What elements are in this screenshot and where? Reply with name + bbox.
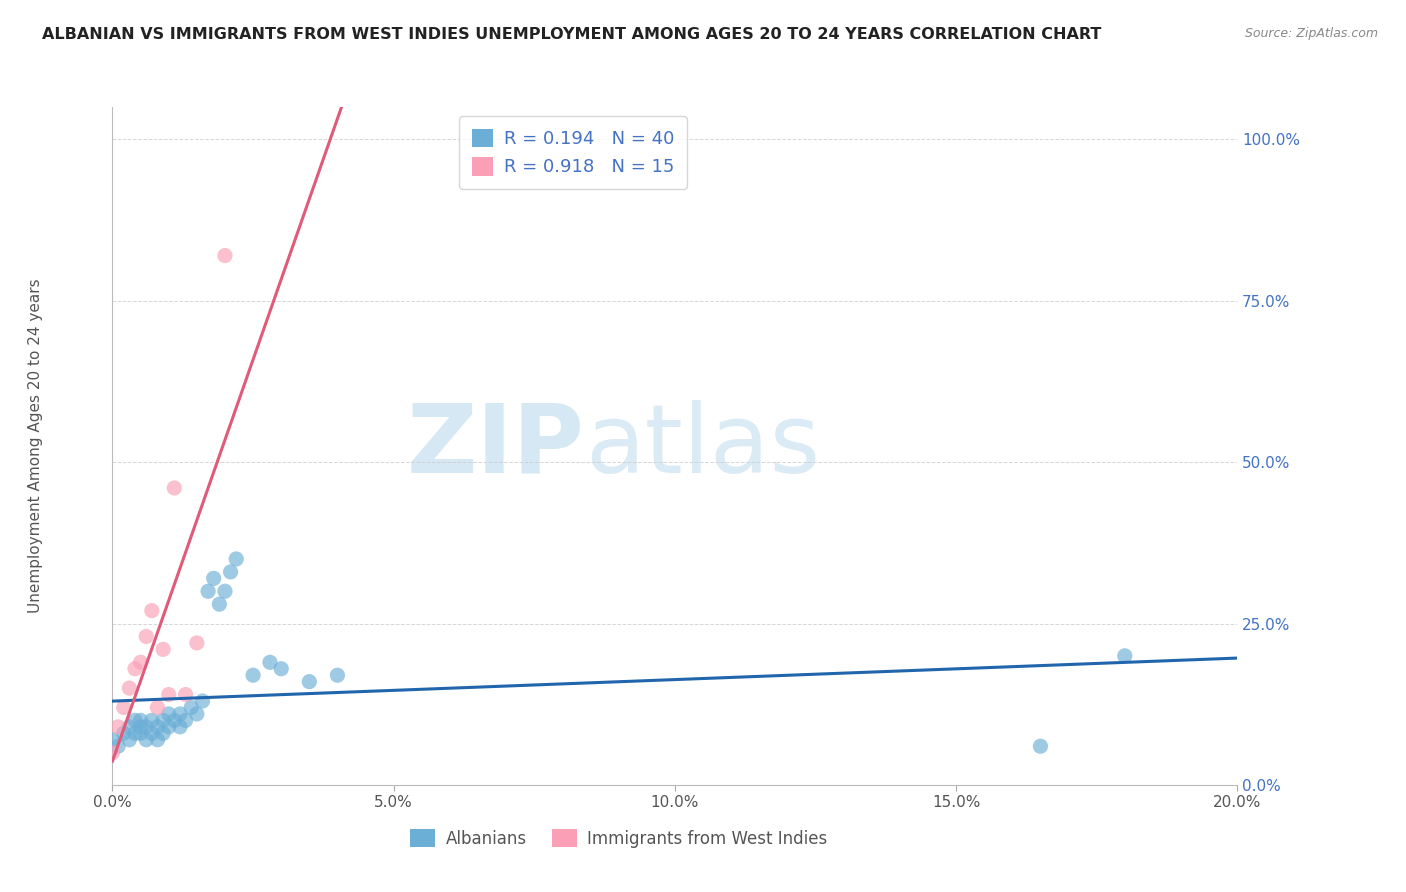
Text: ZIP: ZIP [406,400,585,492]
Point [191,694,214,708]
Point [1029,739,1052,754]
Point [101,732,124,747]
Point [124,662,146,676]
Point [1114,648,1136,663]
Point [326,668,349,682]
Point [180,700,202,714]
Point [124,714,146,728]
Point [202,571,225,585]
Point [208,597,231,611]
Legend: Albanians, Immigrants from West Indies: Albanians, Immigrants from West Indies [404,822,834,855]
Point [118,681,141,695]
Point [118,732,141,747]
Point [219,565,242,579]
Point [141,714,163,728]
Point [174,714,197,728]
Point [163,714,186,728]
Point [169,706,191,721]
Point [129,720,152,734]
Text: Source: ZipAtlas.com: Source: ZipAtlas.com [1244,27,1378,40]
Point [135,732,157,747]
Point [112,700,135,714]
Point [270,662,292,676]
Point [141,604,163,618]
Point [169,720,191,734]
Point [129,714,152,728]
Point [157,720,180,734]
Point [163,481,186,495]
Point [129,655,152,669]
Point [118,720,141,734]
Point [146,700,169,714]
Point [135,630,157,644]
Point [152,642,174,657]
Point [112,726,135,740]
Text: ALBANIAN VS IMMIGRANTS FROM WEST INDIES UNEMPLOYMENT AMONG AGES 20 TO 24 YEARS C: ALBANIAN VS IMMIGRANTS FROM WEST INDIES … [42,27,1101,42]
Point [152,714,174,728]
Point [107,739,129,754]
Point [157,688,180,702]
Point [141,726,163,740]
Point [174,688,197,702]
Text: Unemployment Among Ages 20 to 24 years: Unemployment Among Ages 20 to 24 years [28,278,42,614]
Point [101,746,124,760]
Point [259,655,281,669]
Point [124,726,146,740]
Point [214,584,236,599]
Text: atlas: atlas [585,400,820,492]
Point [298,674,321,689]
Point [129,726,152,740]
Point [225,552,247,566]
Point [157,706,180,721]
Point [214,248,236,262]
Point [197,584,219,599]
Point [146,720,169,734]
Point [186,636,208,650]
Point [152,726,174,740]
Point [146,732,169,747]
Point [242,668,264,682]
Point [135,720,157,734]
Point [186,706,208,721]
Point [107,720,129,734]
